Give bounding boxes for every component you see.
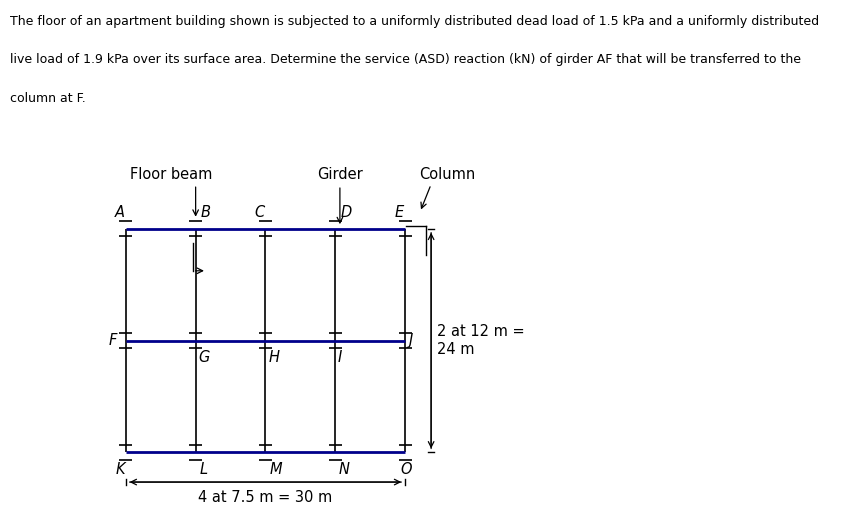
Text: Girder: Girder [317,167,363,182]
Text: O: O [401,462,412,476]
Text: B: B [200,205,211,219]
Text: C: C [254,205,265,219]
Text: A: A [115,205,125,219]
Text: K: K [116,462,125,476]
Text: Floor beam: Floor beam [130,167,213,182]
Text: Column: Column [419,167,475,182]
Text: 4 at 7.5 m = 30 m: 4 at 7.5 m = 30 m [199,490,333,504]
Text: The floor of an apartment building shown is subjected to a uniformly distributed: The floor of an apartment building shown… [10,15,819,29]
Text: F: F [108,333,116,348]
Text: 2 at 12 m =: 2 at 12 m = [437,324,525,339]
Text: G: G [199,350,210,365]
Text: column at F.: column at F. [10,92,86,105]
Text: live load of 1.9 kPa over its surface area. Determine the service (ASD) reaction: live load of 1.9 kPa over its surface ar… [10,53,801,67]
Text: M: M [269,462,282,476]
Text: L: L [199,462,207,476]
Text: I: I [338,350,342,365]
Text: J: J [409,333,413,348]
Text: 24 m: 24 m [437,343,474,357]
Text: E: E [395,205,404,219]
Text: H: H [268,350,279,365]
Text: N: N [339,462,350,476]
Text: D: D [341,205,352,219]
